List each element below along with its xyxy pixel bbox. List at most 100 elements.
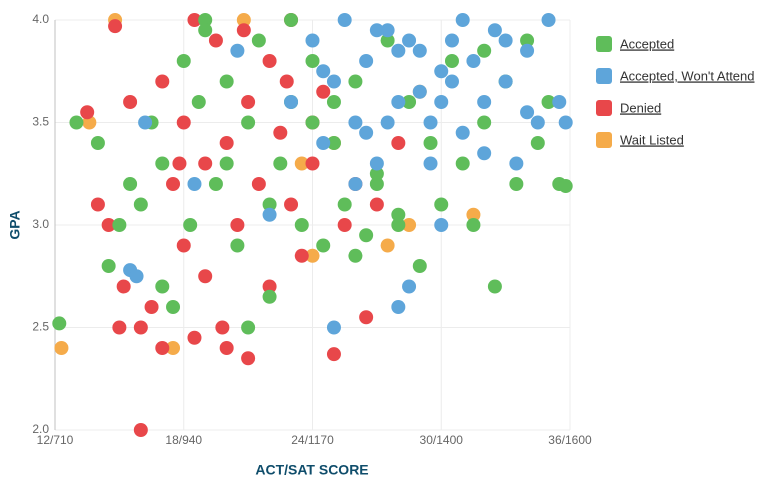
- data-point: [380, 238, 395, 253]
- data-point: [455, 13, 470, 27]
- data-point: [348, 74, 363, 89]
- data-point: [54, 341, 69, 355]
- data-point: [284, 95, 299, 109]
- data-point: [305, 33, 320, 48]
- data-point: [176, 115, 191, 130]
- data-point: [380, 23, 395, 38]
- data-point: [466, 207, 481, 222]
- data-point: [316, 64, 331, 79]
- data-point: [273, 156, 288, 171]
- data-point: [219, 341, 234, 355]
- data-point: [509, 156, 524, 171]
- data-point: [112, 218, 127, 232]
- data-point: [369, 177, 384, 191]
- data-point: [498, 74, 513, 89]
- legend-label[interactable]: Accepted: [620, 36, 674, 51]
- data-point: [558, 179, 573, 194]
- legend-label[interactable]: Denied: [620, 100, 661, 115]
- y-tick-label: 3.5: [32, 115, 49, 129]
- data-point: [198, 269, 213, 284]
- x-tick-label: 12/710: [37, 433, 74, 447]
- data-point: [236, 13, 251, 27]
- data-point: [52, 316, 67, 331]
- data-point: [166, 300, 181, 314]
- data-point: [123, 95, 138, 109]
- data-point: [187, 177, 202, 191]
- data-point: [326, 95, 341, 109]
- data-point: [380, 33, 395, 48]
- data-point: [236, 23, 251, 38]
- legend-label[interactable]: Accepted, Won't Attend: [620, 68, 755, 83]
- data-point: [444, 33, 459, 48]
- data-point: [359, 310, 374, 325]
- data-point: [423, 136, 438, 150]
- data-point: [402, 218, 417, 232]
- data-point: [90, 136, 105, 150]
- data-point: [498, 33, 513, 48]
- data-point: [316, 238, 331, 253]
- legend-label[interactable]: Wait Listed: [620, 132, 684, 147]
- data-point: [369, 23, 384, 38]
- data-point: [191, 95, 206, 109]
- data-point: [391, 218, 406, 232]
- data-point: [187, 330, 202, 345]
- data-point: [208, 177, 223, 191]
- data-point: [108, 19, 123, 34]
- y-axis-title: GPA: [7, 210, 23, 239]
- data-point: [541, 13, 556, 27]
- data-point: [444, 74, 459, 89]
- data-point: [412, 43, 427, 58]
- data-point: [262, 54, 277, 68]
- data-point: [80, 105, 95, 120]
- data-point: [326, 74, 341, 89]
- legend: Accepted Accepted, Won't Attend Denied Wait…: [596, 36, 755, 148]
- x-tick-label: 18/940: [165, 433, 202, 447]
- data-point: [133, 423, 148, 437]
- data-point: [412, 84, 427, 99]
- data-point: [305, 248, 320, 263]
- legend-swatch: [596, 132, 612, 148]
- data-point: [241, 320, 256, 335]
- data-point: [166, 177, 181, 191]
- data-point: [262, 197, 277, 212]
- data-point: [391, 43, 406, 58]
- data-point: [294, 218, 309, 232]
- x-axis-title: ACT/SAT SCORE: [255, 462, 368, 478]
- data-point: [402, 279, 417, 294]
- legend-item[interactable]: Accepted, Won't Attend: [596, 68, 755, 84]
- legend-swatch: [596, 100, 612, 116]
- data-point: [423, 115, 438, 130]
- data-point: [326, 347, 341, 362]
- legend-swatch: [596, 68, 612, 84]
- data-point: [412, 259, 427, 273]
- data-point: [208, 33, 223, 48]
- data-point: [219, 136, 234, 150]
- data-point: [183, 218, 198, 232]
- legend-item[interactable]: Wait Listed: [596, 132, 684, 148]
- grid: [54, 19, 571, 431]
- data-point: [487, 279, 502, 294]
- data-point: [241, 351, 256, 366]
- data-point: [316, 84, 331, 99]
- data-point: [369, 156, 384, 171]
- data-point: [123, 177, 138, 191]
- data-point: [359, 228, 374, 243]
- data-point: [391, 136, 406, 150]
- data-point: [337, 13, 352, 27]
- plot-area: [52, 13, 573, 437]
- data-point: [380, 115, 395, 130]
- data-point: [326, 320, 341, 335]
- data-point: [391, 300, 406, 314]
- data-point: [402, 95, 417, 109]
- data-point: [466, 218, 481, 232]
- legend-swatch: [596, 36, 612, 52]
- data-point: [262, 289, 277, 304]
- data-point: [251, 177, 266, 191]
- data-point: [155, 279, 170, 294]
- legend-item[interactable]: Denied: [596, 100, 661, 116]
- legend-item[interactable]: Accepted: [596, 36, 674, 52]
- data-point: [262, 279, 277, 294]
- data-point: [326, 136, 341, 150]
- data-point: [101, 218, 116, 232]
